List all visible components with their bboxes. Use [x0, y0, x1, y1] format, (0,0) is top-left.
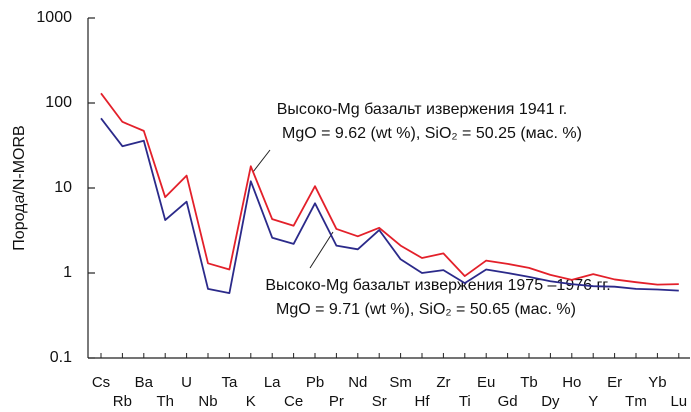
annotation: MgO = 9.62 (wt %), SiO₂ = 50.25 (мас. %)	[282, 125, 582, 142]
x-tick-label: Ta	[221, 374, 238, 391]
x-tick-label: Cs	[92, 374, 110, 391]
x-tick-label: Th	[156, 393, 174, 410]
x-tick-label: Ba	[135, 374, 154, 391]
series-line	[100, 117, 679, 295]
x-tick-label: K	[246, 393, 256, 410]
x-tick-label: Hf	[415, 393, 431, 410]
x-tick-label: Ti	[459, 393, 471, 410]
y-tick-label: 1	[63, 264, 72, 281]
x-tick-label: Ho	[562, 374, 581, 391]
x-tick-label: Sm	[389, 374, 412, 391]
x-tick-label: Pr	[329, 393, 344, 410]
annotation: MgO = 9.71 (wt %), SiO₂ = 50.65 (мас. %)	[276, 301, 576, 318]
x-tick-label: Eu	[477, 374, 495, 391]
y-tick-label: 10	[54, 179, 72, 196]
x-tick-label: Tb	[520, 374, 538, 391]
leader-line	[309, 231, 334, 269]
x-tick-label: La	[264, 374, 281, 391]
x-tick-label: Nd	[348, 374, 367, 391]
y-tick-label: 100	[45, 94, 72, 111]
x-tick-label: Gd	[498, 393, 518, 410]
x-tick-label: Pb	[306, 374, 324, 391]
y-axis-label: Порода/N-MORB	[11, 125, 28, 250]
x-tick-label: Lu	[670, 393, 687, 410]
leader-line	[252, 149, 271, 173]
annotation: Высоко-Mg базальт извержения 1941 г.	[277, 101, 568, 118]
x-tick-label: Rb	[113, 393, 132, 410]
x-tick-label: Er	[607, 374, 622, 391]
y-tick-label: 1000	[36, 9, 72, 26]
x-tick-label: U	[181, 374, 192, 391]
x-tick-label: Dy	[541, 393, 560, 410]
x-tick-label: Tm	[625, 393, 647, 410]
x-tick-label: Sr	[372, 393, 387, 410]
x-tick-label: Y	[588, 393, 598, 410]
x-tick-label: Ce	[284, 393, 303, 410]
y-tick-label: 0.1	[50, 349, 72, 366]
x-tick-label: Yb	[648, 374, 666, 391]
x-tick-label: Zr	[436, 374, 450, 391]
annotation: Высоко-Mg базальт извержения 1975 –1976 …	[265, 277, 610, 294]
series-line	[100, 92, 679, 286]
x-tick-label: Nb	[198, 393, 217, 410]
